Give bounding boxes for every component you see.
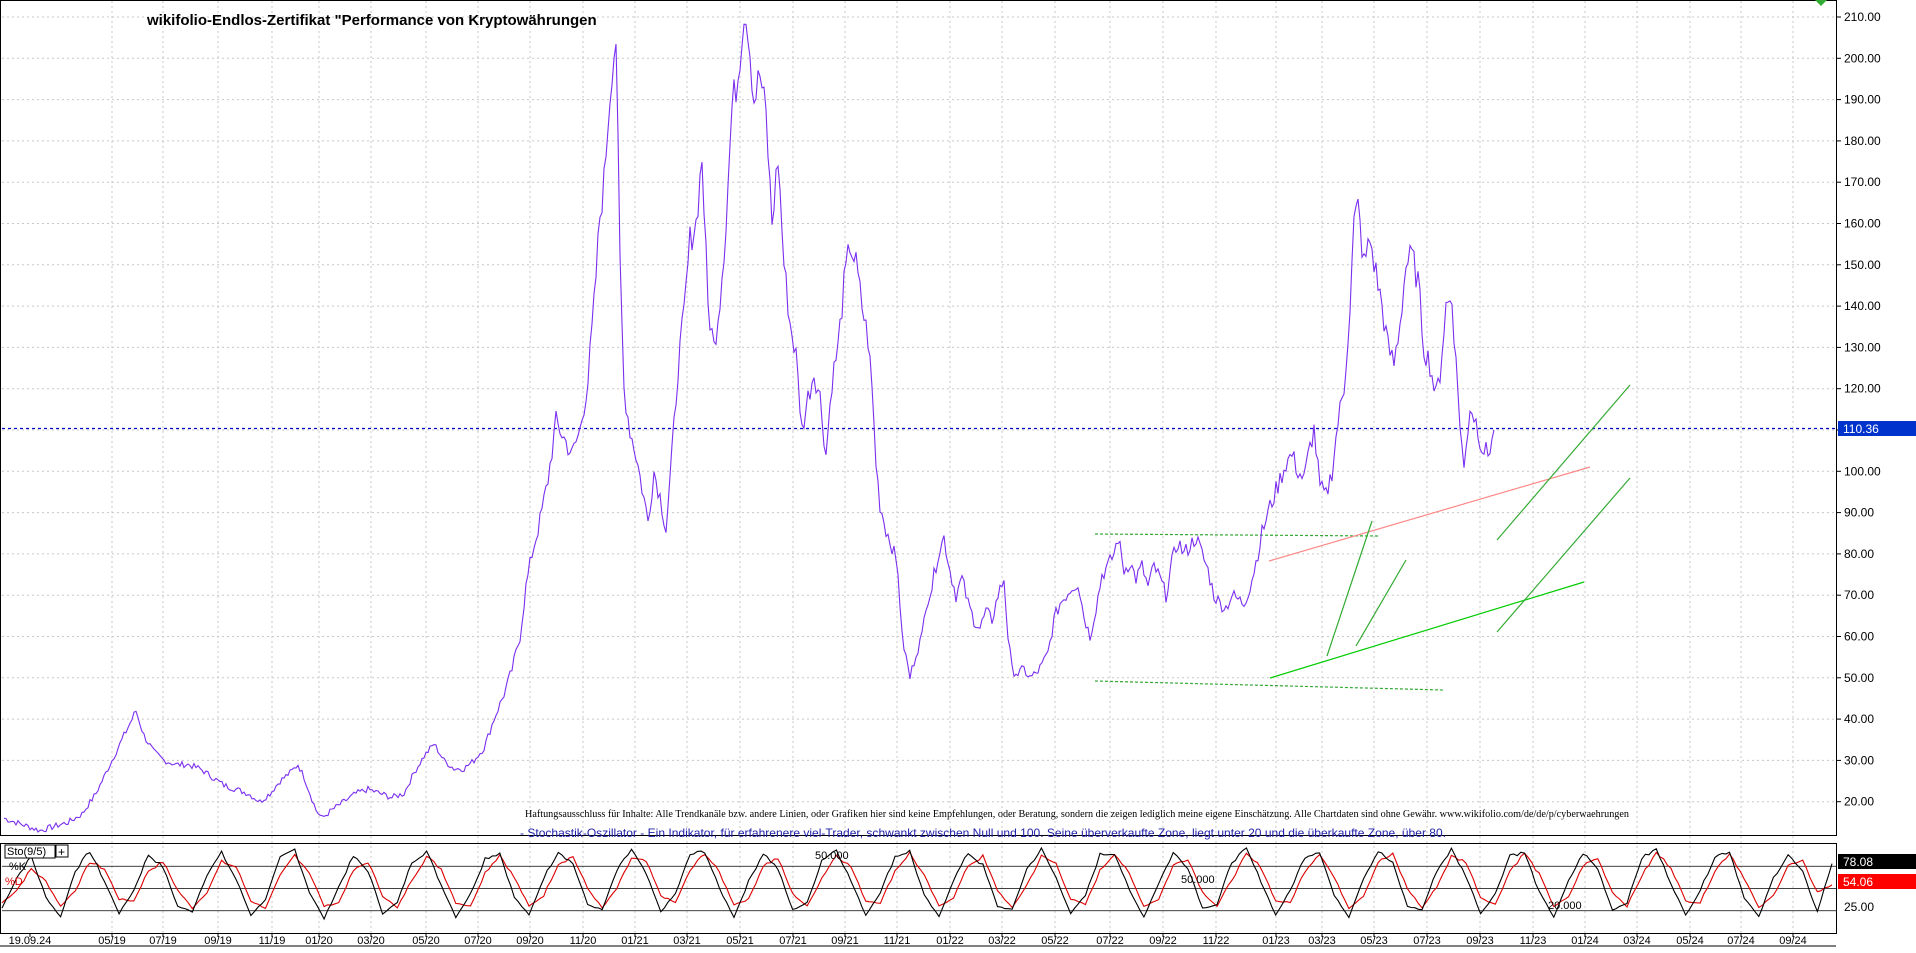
x-tick-label: 09/20: [516, 935, 544, 947]
price-badge: 110.36: [1838, 421, 1916, 436]
sto-k-legend: %K: [9, 861, 27, 873]
x-tick-label: 05/20: [412, 935, 440, 947]
sto-legend: Sto(9/5) + %K %D: [4, 844, 69, 888]
y-tick-label: 120.00: [1844, 382, 1881, 396]
x-tick-label: 07/20: [464, 935, 492, 947]
x-tick-label: 07/24: [1727, 935, 1755, 947]
x-tick-label: 09/21: [831, 935, 859, 947]
y-tick-label: 170.00: [1844, 175, 1881, 189]
rising-channel-right-top: [1496, 384, 1631, 541]
trendline-annotations: [1094, 384, 1631, 691]
y-tick-label: 180.00: [1844, 134, 1881, 148]
sto-level-label-3: 20.000: [1548, 900, 1582, 912]
grid: [2, 1, 1836, 933]
disclaimer-text: Haftungsausschluss für Inhalte: Alle Tre…: [525, 809, 1629, 820]
price-badge-value: 110.36: [1843, 422, 1879, 436]
x-tick-label: 09/24: [1779, 935, 1807, 947]
x-tick-label: 01/24: [1571, 935, 1599, 947]
support-trend-line: [1269, 581, 1585, 679]
y-tick-label: 190.00: [1844, 93, 1881, 107]
x-tick-label: 03/24: [1623, 935, 1651, 947]
y-tick-label: 30.00: [1844, 753, 1874, 767]
y-tick-label: 150.00: [1844, 258, 1881, 272]
x-tick-label: 11/22: [1203, 935, 1230, 947]
x-tick-label: 01/22: [936, 935, 964, 947]
y-tick-label: 140.00: [1844, 299, 1881, 313]
x-tick-label: 07/21: [779, 935, 807, 947]
x-tick-label: 11/20: [570, 935, 597, 947]
sto-k-badge-value: 78.08: [1843, 855, 1873, 869]
sto-k-badge: 78.08: [1838, 854, 1916, 869]
x-tick-label: 03/23: [1308, 935, 1336, 947]
y-tick-label: 160.00: [1844, 217, 1881, 231]
rising-channel-left: [1326, 520, 1373, 657]
axes: 20.00 30.00 40.00 50.00 60.00 70.00 80.00 90.00…: [0, 0, 1881, 947]
x-tick-label: 11/19: [259, 935, 286, 947]
resistance-line: [1268, 466, 1591, 562]
chart-title: wikifolio-Endlos-Zertifikat "Performance…: [146, 12, 597, 29]
x-tick-label: 07/22: [1096, 935, 1124, 947]
x-tick-label: 03/21: [673, 935, 701, 947]
sto-d-legend: %D: [5, 876, 23, 888]
sto-level-label-1: 50.000: [815, 850, 849, 862]
stochastic-panel: [1, 846, 1836, 921]
x-tick-label: 09/23: [1466, 935, 1494, 947]
x-tick-label: 03/20: [357, 935, 385, 947]
y-tick-label: 200.00: [1844, 51, 1881, 65]
sto-settings-button[interactable]: [55, 844, 69, 858]
sto-panel-frame: [0, 843, 1837, 934]
sto-legend-box: [4, 844, 56, 859]
y-tick-label: 80.00: [1844, 547, 1874, 561]
x-tick-label: 05/21: [726, 935, 754, 947]
sto-d-badge-bg: [1838, 874, 1916, 889]
x-tick-label: 09/19: [204, 935, 232, 947]
sto-d-badge: 54.06: [1838, 874, 1916, 889]
x-tick-label: 09/22: [1149, 935, 1177, 947]
y-tick-label: 90.00: [1844, 506, 1874, 520]
x-tick-label: 03/22: [988, 935, 1016, 947]
x-tick-label: 05/23: [1360, 935, 1388, 947]
y-tick-label: 210.00: [1844, 10, 1881, 24]
plus-icon: +: [58, 845, 65, 859]
sto-d-badge-value: 54.06: [1843, 875, 1873, 889]
sto-k-line: [1, 846, 1833, 921]
price-panel-frame: [0, 0, 1837, 836]
y-tick-label: 50.00: [1844, 671, 1874, 685]
y-tick-label: 60.00: [1844, 630, 1874, 644]
y-tick-label: 20.00: [1844, 795, 1874, 809]
price-badge-bg: [1838, 421, 1916, 436]
sto-d-line: [1, 850, 1833, 910]
sto-ytick-25: 25.00: [1844, 900, 1874, 914]
sto-level-label-2: 50.000: [1181, 874, 1215, 886]
price-line: [3, 23, 1495, 833]
rising-channel-right-bottom: [1496, 477, 1631, 633]
x-tick-label: 01/21: [621, 935, 649, 947]
sto-k-badge-bg: [1838, 854, 1916, 869]
channel-bottom-line: [1094, 680, 1444, 691]
y-tick-label: 130.00: [1844, 340, 1881, 354]
y-tick-label: 40.00: [1844, 712, 1874, 726]
x-tick-label: 11/21: [884, 935, 911, 947]
x-tick-label: 19.09.24: [9, 935, 52, 947]
chart-marker-icon: [1815, 0, 1827, 6]
x-tick-label: 07/23: [1413, 935, 1441, 947]
x-tick-label: 05/24: [1676, 935, 1704, 947]
x-tick-label: 01/20: [305, 935, 333, 947]
rising-channel-left-inner: [1355, 559, 1407, 647]
sto-legend-label: Sto(9/5): [7, 846, 46, 858]
x-tick-label: 05/19: [98, 935, 126, 947]
x-tick-label: 07/19: [149, 935, 177, 947]
x-tick-label: 11/23: [1520, 935, 1547, 947]
y-tick-label: 70.00: [1844, 588, 1874, 602]
x-tick-label: 01/23: [1262, 935, 1290, 947]
price-series: [3, 23, 1495, 833]
indicator-note: - Stochastik-Oszillator - Ein Indikator,…: [520, 826, 1446, 840]
channel-top-line: [1094, 533, 1381, 537]
x-tick-label: 05/22: [1041, 935, 1069, 947]
y-tick-label: 100.00: [1844, 464, 1881, 478]
